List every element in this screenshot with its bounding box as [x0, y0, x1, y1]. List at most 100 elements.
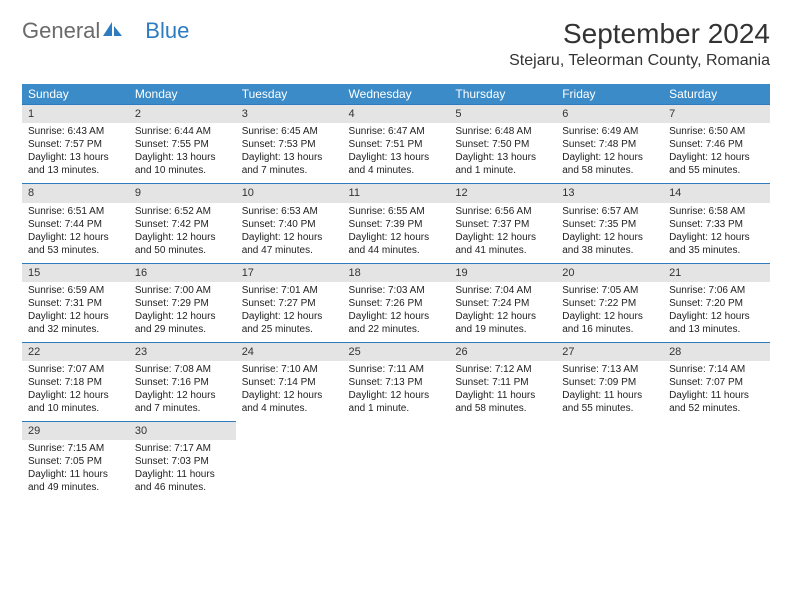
- daylight-text: Daylight: 13 hours and 7 minutes.: [242, 151, 337, 177]
- weekday-header: Wednesday: [343, 84, 450, 105]
- daylight-text: Daylight: 11 hours and 46 minutes.: [135, 468, 230, 494]
- sunset-text: Sunset: 7:20 PM: [669, 297, 764, 310]
- daylight-text: Daylight: 12 hours and 1 minute.: [349, 389, 444, 415]
- sunset-text: Sunset: 7:18 PM: [28, 376, 123, 389]
- sunset-text: Sunset: 7:57 PM: [28, 138, 123, 151]
- sunset-text: Sunset: 7:46 PM: [669, 138, 764, 151]
- day-number-cell: 12: [449, 184, 556, 203]
- daylight-text: Daylight: 12 hours and 4 minutes.: [242, 389, 337, 415]
- daylight-text: Daylight: 13 hours and 1 minute.: [455, 151, 550, 177]
- day-number-cell: 29: [22, 422, 129, 441]
- sunset-text: Sunset: 7:35 PM: [562, 218, 657, 231]
- day-info-cell: Sunrise: 7:07 AMSunset: 7:18 PMDaylight:…: [22, 361, 129, 422]
- sunrise-text: Sunrise: 6:53 AM: [242, 205, 337, 218]
- sunrise-text: Sunrise: 7:10 AM: [242, 363, 337, 376]
- day-info-cell: Sunrise: 6:55 AMSunset: 7:39 PMDaylight:…: [343, 203, 450, 264]
- daylight-text: Daylight: 12 hours and 13 minutes.: [669, 310, 764, 336]
- sunrise-text: Sunrise: 7:03 AM: [349, 284, 444, 297]
- daylight-text: Daylight: 12 hours and 29 minutes.: [135, 310, 230, 336]
- day-number-cell: 24: [236, 342, 343, 361]
- logo-text-2: Blue: [145, 18, 189, 44]
- daylight-text: Daylight: 12 hours and 47 minutes.: [242, 231, 337, 257]
- day-info-cell: Sunrise: 6:51 AMSunset: 7:44 PMDaylight:…: [22, 203, 129, 264]
- weekday-header: Sunday: [22, 84, 129, 105]
- sunset-text: Sunset: 7:13 PM: [349, 376, 444, 389]
- sunset-text: Sunset: 7:44 PM: [28, 218, 123, 231]
- day-info-cell: Sunrise: 7:15 AMSunset: 7:05 PMDaylight:…: [22, 440, 129, 500]
- day-info-cell: Sunrise: 6:44 AMSunset: 7:55 PMDaylight:…: [129, 123, 236, 184]
- sunset-text: Sunset: 7:51 PM: [349, 138, 444, 151]
- day-number-cell: 1: [22, 105, 129, 124]
- sunrise-text: Sunrise: 7:05 AM: [562, 284, 657, 297]
- sunrise-text: Sunrise: 6:57 AM: [562, 205, 657, 218]
- sunset-text: Sunset: 7:53 PM: [242, 138, 337, 151]
- sunset-text: Sunset: 7:09 PM: [562, 376, 657, 389]
- sunset-text: Sunset: 7:33 PM: [669, 218, 764, 231]
- sunset-text: Sunset: 7:16 PM: [135, 376, 230, 389]
- day-number-cell: 25: [343, 342, 450, 361]
- day-number-row: 15161718192021: [22, 263, 770, 282]
- weekday-header-row: Sunday Monday Tuesday Wednesday Thursday…: [22, 84, 770, 105]
- daylight-text: Daylight: 13 hours and 13 minutes.: [28, 151, 123, 177]
- sunset-text: Sunset: 7:37 PM: [455, 218, 550, 231]
- sunrise-text: Sunrise: 7:11 AM: [349, 363, 444, 376]
- day-number-row: 891011121314: [22, 184, 770, 203]
- daylight-text: Daylight: 13 hours and 10 minutes.: [135, 151, 230, 177]
- daylight-text: Daylight: 11 hours and 49 minutes.: [28, 468, 123, 494]
- sunrise-text: Sunrise: 6:55 AM: [349, 205, 444, 218]
- day-info-cell: Sunrise: 6:50 AMSunset: 7:46 PMDaylight:…: [663, 123, 770, 184]
- sunrise-text: Sunrise: 7:00 AM: [135, 284, 230, 297]
- sunset-text: Sunset: 7:03 PM: [135, 455, 230, 468]
- day-number-cell: 18: [343, 263, 450, 282]
- daylight-text: Daylight: 12 hours and 44 minutes.: [349, 231, 444, 257]
- day-info-row: Sunrise: 6:51 AMSunset: 7:44 PMDaylight:…: [22, 203, 770, 264]
- day-info-cell: Sunrise: 7:17 AMSunset: 7:03 PMDaylight:…: [129, 440, 236, 500]
- day-info-cell: Sunrise: 6:58 AMSunset: 7:33 PMDaylight:…: [663, 203, 770, 264]
- day-number-row: 1234567: [22, 105, 770, 124]
- day-number-cell: [663, 422, 770, 441]
- day-number-cell: 23: [129, 342, 236, 361]
- sunrise-text: Sunrise: 6:48 AM: [455, 125, 550, 138]
- day-info-cell: Sunrise: 7:12 AMSunset: 7:11 PMDaylight:…: [449, 361, 556, 422]
- day-info-cell: Sunrise: 7:11 AMSunset: 7:13 PMDaylight:…: [343, 361, 450, 422]
- day-info-row: Sunrise: 7:15 AMSunset: 7:05 PMDaylight:…: [22, 440, 770, 500]
- daylight-text: Daylight: 12 hours and 19 minutes.: [455, 310, 550, 336]
- sunrise-text: Sunrise: 7:04 AM: [455, 284, 550, 297]
- sunrise-text: Sunrise: 7:13 AM: [562, 363, 657, 376]
- daylight-text: Daylight: 12 hours and 10 minutes.: [28, 389, 123, 415]
- sunrise-text: Sunrise: 6:59 AM: [28, 284, 123, 297]
- sunrise-text: Sunrise: 7:06 AM: [669, 284, 764, 297]
- daylight-text: Daylight: 11 hours and 58 minutes.: [455, 389, 550, 415]
- sunset-text: Sunset: 7:31 PM: [28, 297, 123, 310]
- sunrise-text: Sunrise: 6:45 AM: [242, 125, 337, 138]
- day-number-cell: 16: [129, 263, 236, 282]
- day-info-cell: [343, 440, 450, 500]
- day-info-cell: Sunrise: 7:08 AMSunset: 7:16 PMDaylight:…: [129, 361, 236, 422]
- day-number-cell: 21: [663, 263, 770, 282]
- sunrise-text: Sunrise: 6:52 AM: [135, 205, 230, 218]
- day-number-cell: 14: [663, 184, 770, 203]
- day-info-cell: [663, 440, 770, 500]
- day-number-row: 22232425262728: [22, 342, 770, 361]
- weekday-header: Saturday: [663, 84, 770, 105]
- sunrise-text: Sunrise: 7:15 AM: [28, 442, 123, 455]
- daylight-text: Daylight: 12 hours and 41 minutes.: [455, 231, 550, 257]
- sunset-text: Sunset: 7:50 PM: [455, 138, 550, 151]
- daylight-text: Daylight: 12 hours and 16 minutes.: [562, 310, 657, 336]
- day-info-cell: Sunrise: 6:45 AMSunset: 7:53 PMDaylight:…: [236, 123, 343, 184]
- daylight-text: Daylight: 12 hours and 25 minutes.: [242, 310, 337, 336]
- daylight-text: Daylight: 12 hours and 58 minutes.: [562, 151, 657, 177]
- sunrise-text: Sunrise: 7:08 AM: [135, 363, 230, 376]
- sunset-text: Sunset: 7:39 PM: [349, 218, 444, 231]
- sunrise-text: Sunrise: 6:49 AM: [562, 125, 657, 138]
- day-info-row: Sunrise: 7:07 AMSunset: 7:18 PMDaylight:…: [22, 361, 770, 422]
- sunset-text: Sunset: 7:11 PM: [455, 376, 550, 389]
- weekday-header: Monday: [129, 84, 236, 105]
- daylight-text: Daylight: 11 hours and 52 minutes.: [669, 389, 764, 415]
- daylight-text: Daylight: 13 hours and 4 minutes.: [349, 151, 444, 177]
- sunrise-text: Sunrise: 7:07 AM: [28, 363, 123, 376]
- sunset-text: Sunset: 7:29 PM: [135, 297, 230, 310]
- weekday-header: Friday: [556, 84, 663, 105]
- day-number-cell: 10: [236, 184, 343, 203]
- day-info-cell: Sunrise: 6:49 AMSunset: 7:48 PMDaylight:…: [556, 123, 663, 184]
